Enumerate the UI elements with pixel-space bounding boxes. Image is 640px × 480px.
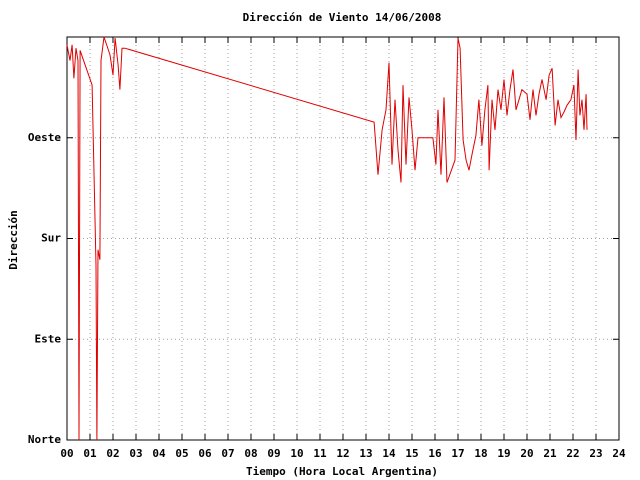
x-tick-label: 02 bbox=[106, 447, 119, 460]
x-tick-label: 05 bbox=[175, 447, 188, 460]
x-tick-label: 15 bbox=[405, 447, 418, 460]
x-tick-label: 07 bbox=[221, 447, 234, 460]
x-tick-label: 18 bbox=[474, 447, 487, 460]
x-tick-label: 22 bbox=[566, 447, 579, 460]
data-line bbox=[66, 36, 588, 441]
x-tick-label: 14 bbox=[382, 447, 396, 460]
x-tick-label: 19 bbox=[497, 447, 510, 460]
x-tick-label: 08 bbox=[244, 447, 257, 460]
y-tick-label: Sur bbox=[41, 232, 61, 245]
x-axis-label: Tiempo (Hora Local Argentina) bbox=[246, 465, 438, 478]
x-tick-label: 16 bbox=[428, 447, 442, 460]
plot-frame bbox=[66, 36, 620, 441]
x-tick-label: 06 bbox=[198, 447, 212, 460]
x-tick-label: 12 bbox=[336, 447, 349, 460]
x-tick-label: 17 bbox=[451, 447, 464, 460]
x-tick-label: 10 bbox=[290, 447, 303, 460]
x-tick-label: 00 bbox=[60, 447, 73, 460]
y-tick-label: Norte bbox=[28, 433, 61, 446]
x-tick-label: 20 bbox=[520, 447, 533, 460]
x-tick-label: 04 bbox=[152, 447, 166, 460]
x-tick-label: 09 bbox=[267, 447, 280, 460]
y-tick-label: Este bbox=[35, 332, 62, 345]
chart-title: Dirección de Viento 14/06/2008 bbox=[243, 11, 442, 24]
y-axis-label: Dirección bbox=[7, 210, 20, 270]
x-tick-label: 01 bbox=[83, 447, 97, 460]
x-tick-label: 13 bbox=[359, 447, 372, 460]
x-tick-label: 21 bbox=[543, 447, 557, 460]
x-tick-label: 24 bbox=[612, 447, 626, 460]
x-tick-label: 03 bbox=[129, 447, 142, 460]
x-tick-label: 23 bbox=[589, 447, 602, 460]
x-tick-label: 11 bbox=[313, 447, 327, 460]
y-tick-label: Oeste bbox=[28, 131, 61, 144]
